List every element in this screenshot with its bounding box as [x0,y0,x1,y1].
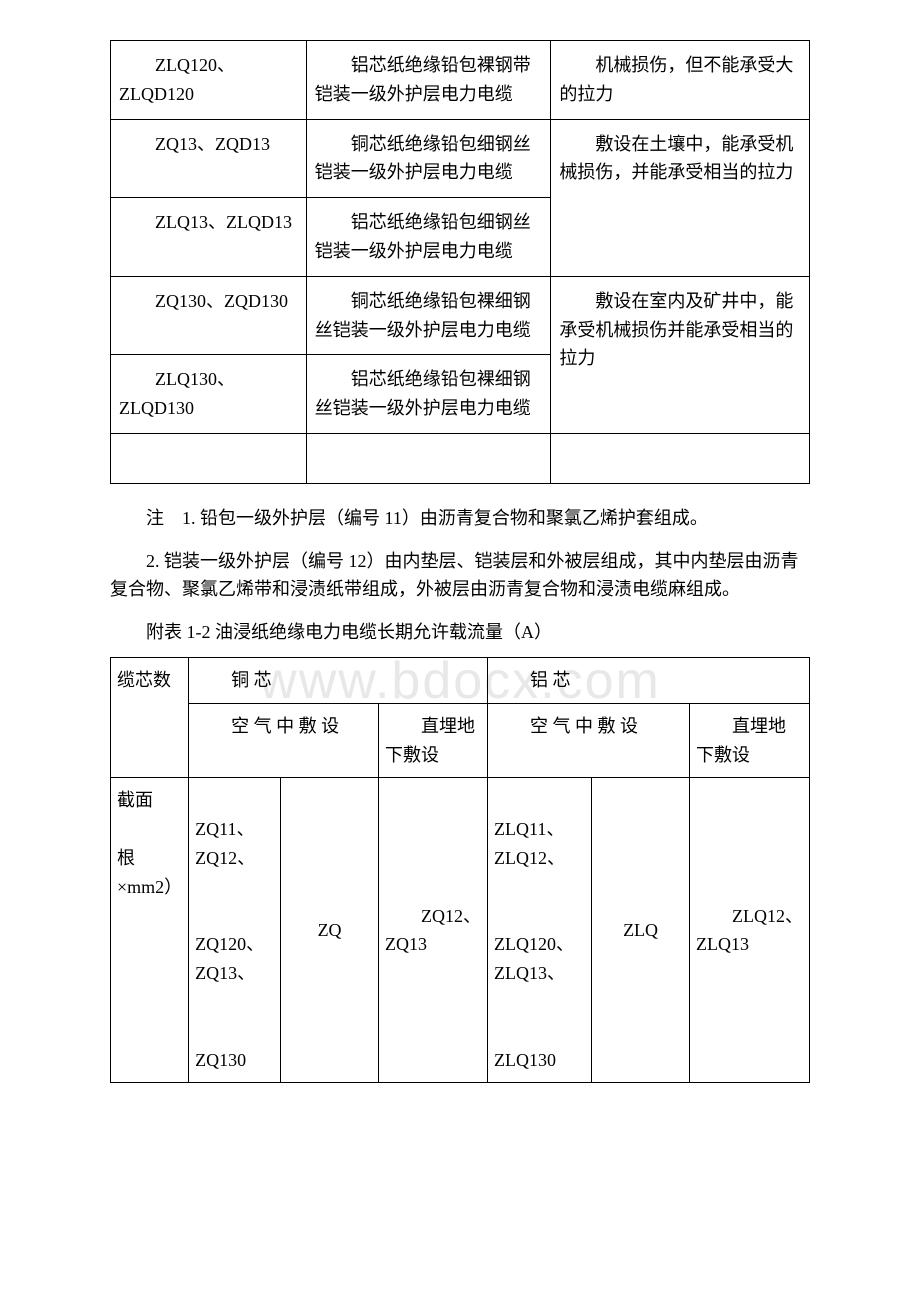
header-copper-buried: 直埋地下敷设 [379,703,488,778]
cell-code: ZQ130、ZQD130 [111,276,307,355]
table-header-row: 缆芯数 铜 芯 铝 芯 [111,657,810,703]
cell-empty [306,433,551,483]
cell-alum-types: ZLQ11、ZLQ12、 ZLQ120、ZLQ13、 ZLQ130 [488,778,592,1083]
cell-usage-merged: 敷设在室内及矿井中，能承受机械损伤并能承受相当的拉力 [551,276,810,433]
cell-code: ZQ13、ZQD13 [111,119,307,198]
table-row-empty [111,433,810,483]
cell-code: ZLQ13、ZLQD13 [111,198,307,277]
table-types-row: 截面 根×mm2） ZQ11、ZQ12、 ZQ120、ZQ13、 ZQ130 Z… [111,778,810,1083]
cell-usage-merged: 敷设在土壤中，能承受机械损伤，并能承受相当的拉力 [551,119,810,276]
cell-cross-section-label: 截面 根×mm2） [111,778,189,1083]
cell-copper-types: ZQ11、ZQ12、 ZQ120、ZQ13、 ZQ130 [189,778,281,1083]
header-alum-buried: 直埋地下敷设 [690,703,810,778]
note-2: 2. 铠装一级外护层（编号 12）由内垫层、铠装层和外被层组成，其中内垫层由沥青… [110,547,810,605]
cell-name: 铝芯纸绝缘铅包细钢丝铠装一级外护层电力电缆 [306,198,551,277]
table-row: ZQ13、ZQD13 铜芯纸绝缘铅包细钢丝铠装一级外护层电力电缆 敷设在土壤中，… [111,119,810,198]
header-copper: 铜 芯 [189,657,488,703]
table2-caption: 附表 1-2 油浸纸绝缘电力电缆长期允许载流量（A） [110,618,810,647]
cell-name: 铝芯纸绝缘铅包裸钢带铠装一级外护层电力电缆 [306,41,551,120]
table-subheader-row: 空 气 中 敷 设 直埋地下敷设 空 气 中 敷 设 直埋地下敷设 [111,703,810,778]
note-1: 注 1. 铅包一级外护层（编号 11）由沥青复合物和聚氯乙烯护套组成。 [110,504,810,533]
cell-empty [551,433,810,483]
header-alum-air: 空 气 中 敷 设 [488,703,690,778]
table-row: ZLQ120、ZLQD120 铝芯纸绝缘铅包裸钢带铠装一级外护层电力电缆 机械损… [111,41,810,120]
cell-copper-buried-types: ZQ12、ZQ13 [379,778,488,1083]
label-part-a: 截面 [117,790,153,810]
cell-name: 铝芯纸绝缘铅包裸细钢丝铠装一级外护层电力电缆 [306,355,551,434]
cell-code: ZLQ130、ZLQD130 [111,355,307,434]
table-row: ZQ130、ZQD130 铜芯纸绝缘铅包裸细钢丝铠装一级外护层电力电缆 敷设在室… [111,276,810,355]
cell-name: 铜芯纸绝缘铅包裸细钢丝铠装一级外护层电力电缆 [306,276,551,355]
header-aluminum: 铝 芯 [488,657,810,703]
cell-usage: 机械损伤，但不能承受大的拉力 [551,41,810,120]
cell-name: 铜芯纸绝缘铅包细钢丝铠装一级外护层电力电缆 [306,119,551,198]
cable-types-table: ZLQ120、ZLQD120 铝芯纸绝缘铅包裸钢带铠装一级外护层电力电缆 机械损… [110,40,810,484]
cell-code: ZLQ120、ZLQD120 [111,41,307,120]
cell-empty [111,433,307,483]
ampacity-table: 缆芯数 铜 芯 铝 芯 空 气 中 敷 设 直埋地下敷设 空 气 中 敷 设 直… [110,657,810,1083]
cell-alum-buried-types: ZLQ12、ZLQ13 [690,778,810,1083]
cell-copper-zq: ZQ [281,778,379,1083]
header-copper-air: 空 气 中 敷 设 [189,703,379,778]
label-part-b: 根×mm2） [117,848,182,897]
header-core-count: 缆芯数 [111,657,189,777]
cell-alum-zlq: ZLQ [592,778,690,1083]
